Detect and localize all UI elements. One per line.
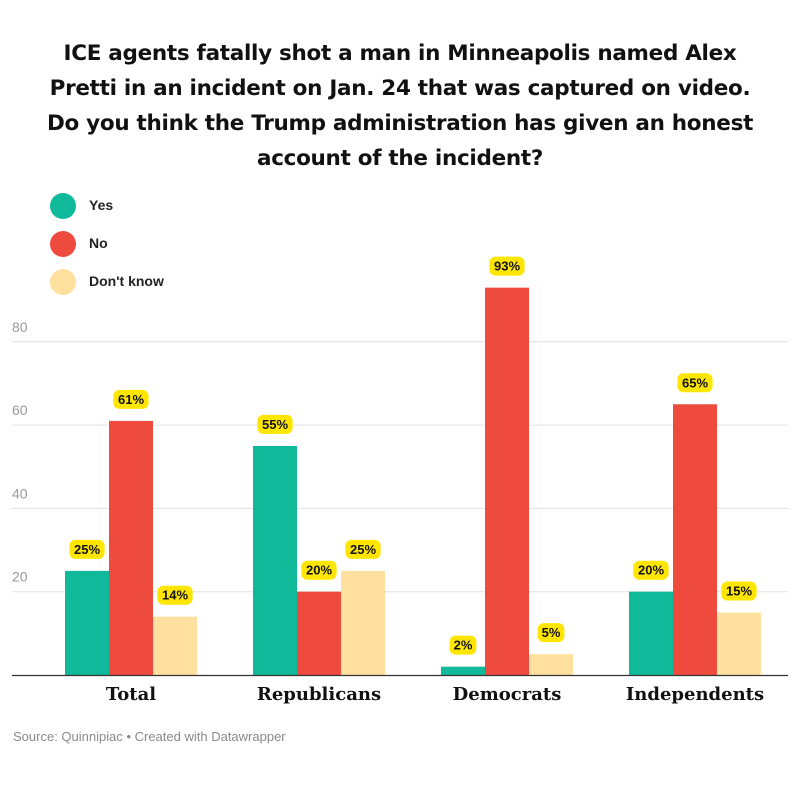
legend-label-no: No <box>89 235 108 251</box>
data-label: 20% <box>638 563 664 578</box>
bar <box>153 616 197 675</box>
y-tick-label: 40 <box>12 485 28 501</box>
data-label-highlight <box>633 560 669 580</box>
data-label-highlight <box>345 539 381 559</box>
bar <box>341 570 385 675</box>
data-label-highlight <box>721 581 757 601</box>
legend-label-yes: Yes <box>89 197 114 213</box>
source-note: Source: Quinnipiac • Created with Datawr… <box>13 729 286 744</box>
data-label: 15% <box>726 584 752 599</box>
data-label: 65% <box>682 375 708 390</box>
data-label: 61% <box>118 392 144 407</box>
legend-swatch-dont-know <box>50 269 76 295</box>
data-label-highlight <box>157 585 193 605</box>
data-label: 5% <box>542 625 561 640</box>
legend-label-dont-know: Don't know <box>89 273 164 289</box>
legend-swatch-no <box>50 231 76 257</box>
data-label-highlight <box>69 539 105 559</box>
x-category-label: Republicans <box>257 684 381 705</box>
data-label: 93% <box>494 259 520 274</box>
data-label-highlight <box>449 635 477 655</box>
data-label-highlight <box>677 373 713 393</box>
data-label: 2% <box>454 638 473 653</box>
bar <box>529 654 573 675</box>
data-label-highlight <box>113 389 149 409</box>
x-category-label: Total <box>106 684 156 705</box>
data-label: 14% <box>162 588 188 603</box>
bar <box>629 591 673 675</box>
y-tick-label: 20 <box>12 569 28 585</box>
y-tick-label: 80 <box>12 319 28 335</box>
data-label: 25% <box>350 542 376 557</box>
y-tick-label: 60 <box>12 402 28 418</box>
bar <box>65 570 109 675</box>
bar <box>109 420 153 675</box>
legend-swatch-yes <box>50 193 76 219</box>
data-label-highlight <box>257 414 293 434</box>
bar <box>441 666 485 675</box>
data-label-highlight <box>301 560 337 580</box>
chart-title: ICE agents fatally shot a man in Minneap… <box>46 41 754 171</box>
data-label-highlight <box>489 256 525 276</box>
x-category-label: Democrats <box>453 684 562 705</box>
bar <box>485 287 529 675</box>
bar <box>717 612 761 675</box>
data-label: 20% <box>306 563 332 578</box>
x-category-label: Independents <box>626 684 764 705</box>
bar <box>253 445 297 675</box>
bar <box>297 591 341 675</box>
bar <box>673 404 717 675</box>
data-label: 55% <box>262 417 288 432</box>
data-label: 25% <box>74 542 100 557</box>
data-label-highlight <box>537 623 565 643</box>
